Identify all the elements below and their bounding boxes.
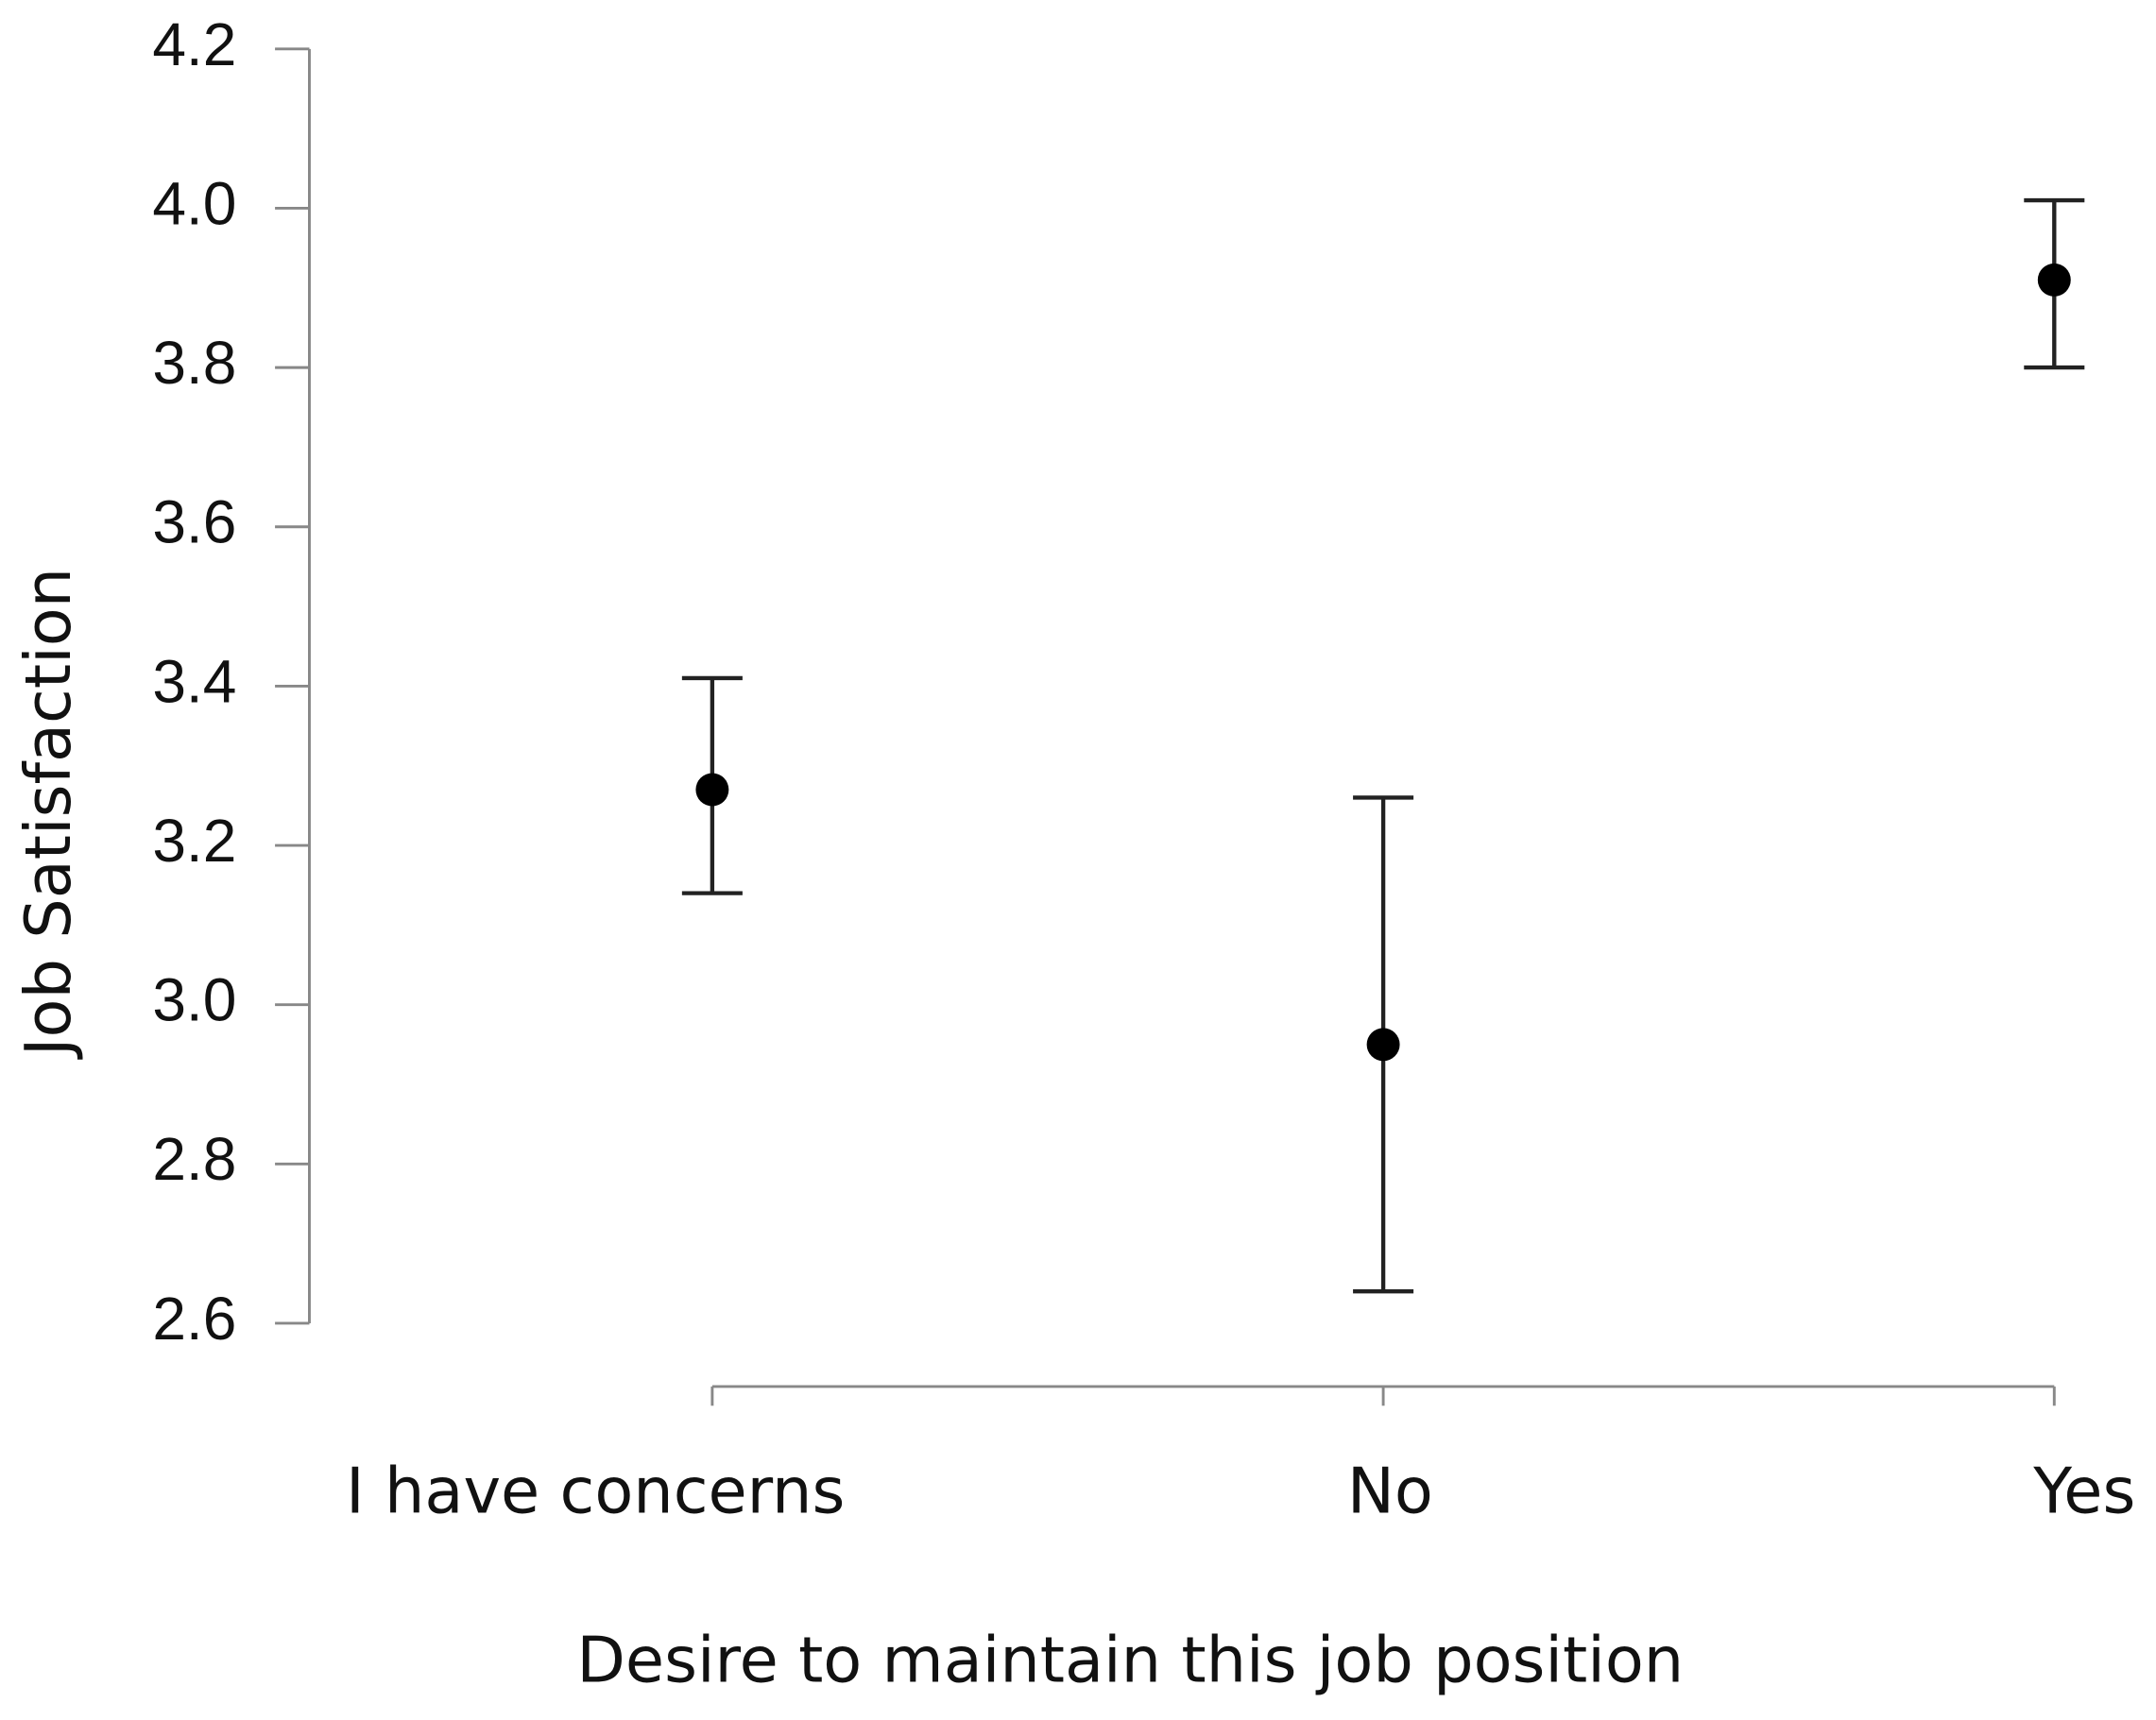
y-tick-label: 3.2	[152, 807, 236, 875]
point	[1366, 1028, 1400, 1062]
y-axis-title: Job Satisfaction	[11, 568, 85, 1060]
y-tick-label: 3.8	[152, 329, 236, 397]
x-tick-label: I have concerns	[346, 1454, 845, 1527]
y-tick-label: 3.4	[152, 647, 236, 715]
y-tick-label: 3.0	[152, 966, 236, 1034]
point	[695, 773, 729, 807]
y-tick-label: 2.6	[152, 1285, 236, 1353]
y-tick-label: 4.2	[152, 10, 236, 78]
x-tick-label: Yes	[2032, 1454, 2135, 1527]
x-axis-title: Desire to maintain this job position	[576, 1623, 1684, 1696]
x-tick-label: No	[1347, 1454, 1433, 1527]
y-tick-label: 2.8	[152, 1125, 236, 1193]
y-tick-label: 3.6	[152, 488, 236, 556]
point	[2037, 263, 2071, 297]
y-tick-label: 4.0	[152, 169, 236, 237]
